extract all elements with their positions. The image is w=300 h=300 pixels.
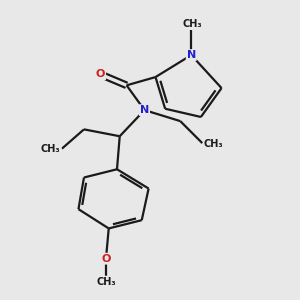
Text: O: O [101,254,111,264]
Text: N: N [140,105,149,115]
Text: CH₃: CH₃ [41,144,61,154]
Text: N: N [187,50,196,60]
Text: CH₃: CH₃ [183,19,202,29]
Text: O: O [96,69,105,79]
Text: CH₃: CH₃ [96,277,116,286]
Text: CH₃: CH₃ [204,139,223,149]
